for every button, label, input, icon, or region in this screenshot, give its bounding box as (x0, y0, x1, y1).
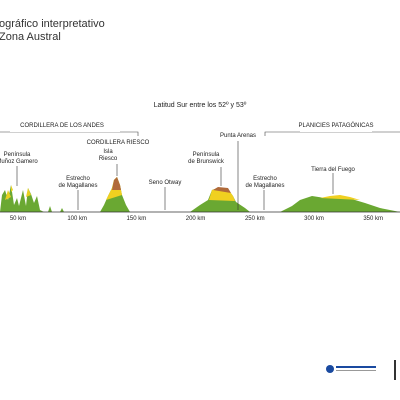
subtitle: Zona Austral (0, 31, 61, 43)
distance-label: 350 km (363, 216, 383, 222)
profile-terrain (0, 177, 400, 213)
place-label: Estrecho (66, 176, 90, 182)
place-label: Península (193, 152, 220, 158)
place-label: Muñoz Gamero (0, 159, 38, 165)
region-label: CORDILLERA DE LOS ANDES (20, 123, 104, 129)
logo (326, 360, 396, 380)
caption: Latitud Sur entre los 52º y 53º (154, 102, 247, 109)
distance-labels: 50 km 100 km 150 km 200 km 250 km 300 km 350 k… (10, 216, 383, 222)
region-brackets (0, 131, 400, 136)
distance-label: 250 km (245, 216, 265, 222)
place-label: Punta Arenas (220, 133, 256, 139)
place-label: de Brunswick (188, 159, 225, 165)
distance-label: 150 km (127, 216, 147, 222)
distance-label: 200 km (186, 216, 206, 222)
distance-label: 100 km (67, 216, 87, 222)
place-label: Península (4, 152, 31, 158)
place-label: Estrecho (253, 176, 277, 182)
arrows (16, 141, 334, 210)
place-label: Riesco (99, 156, 118, 162)
place-label: Isla (103, 149, 113, 155)
region-label: CORDILLERA RIESCO (87, 140, 150, 146)
place-label: Seno Otway (149, 180, 182, 186)
place-label: de Magallanes (58, 183, 97, 189)
distance-label: 300 km (304, 216, 324, 222)
region-label: PLANICIES PATAGÓNICAS (298, 122, 373, 129)
title: ográfico interpretativo (0, 18, 105, 30)
distance-label: 50 km (10, 216, 26, 222)
label-bg (300, 122, 372, 132)
place-label: Tierra del Fuego (311, 167, 355, 173)
label-bg (10, 122, 120, 132)
place-label: de Magallanes (245, 183, 284, 189)
